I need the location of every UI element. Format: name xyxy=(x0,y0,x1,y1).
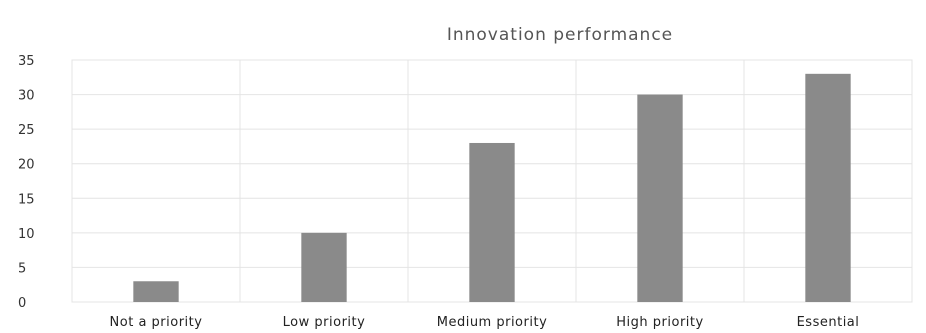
y-tick-label: 15 xyxy=(18,192,35,207)
y-tick-label: 10 xyxy=(18,227,35,242)
y-tick-label: 25 xyxy=(18,123,35,138)
x-category-label: Low priority xyxy=(283,315,366,330)
bar-essential xyxy=(805,73,851,302)
chart-title: Innovation performance xyxy=(447,25,673,45)
bar-high-priority xyxy=(637,94,683,302)
y-tick-label: 35 xyxy=(18,54,35,69)
x-category-label: Medium priority xyxy=(437,315,548,330)
y-tick-label: 0 xyxy=(18,296,26,311)
x-category-label: Essential xyxy=(797,315,860,330)
y-axis-ticks: 0 5 10 15 20 25 30 35 xyxy=(18,54,35,311)
bars xyxy=(133,73,851,302)
bar-low-priority xyxy=(301,232,347,302)
bar-not-a-priority xyxy=(133,281,179,302)
bar-medium-priority xyxy=(469,142,515,302)
y-tick-label: 5 xyxy=(18,261,26,276)
x-axis-categories: Not a priority Low priority Medium priorit… xyxy=(110,315,860,330)
x-category-label: High priority xyxy=(616,315,703,330)
grid-lines xyxy=(71,59,913,303)
x-category-label: Not a priority xyxy=(110,315,203,330)
y-tick-label: 30 xyxy=(18,89,35,104)
y-tick-label: 20 xyxy=(18,158,35,173)
